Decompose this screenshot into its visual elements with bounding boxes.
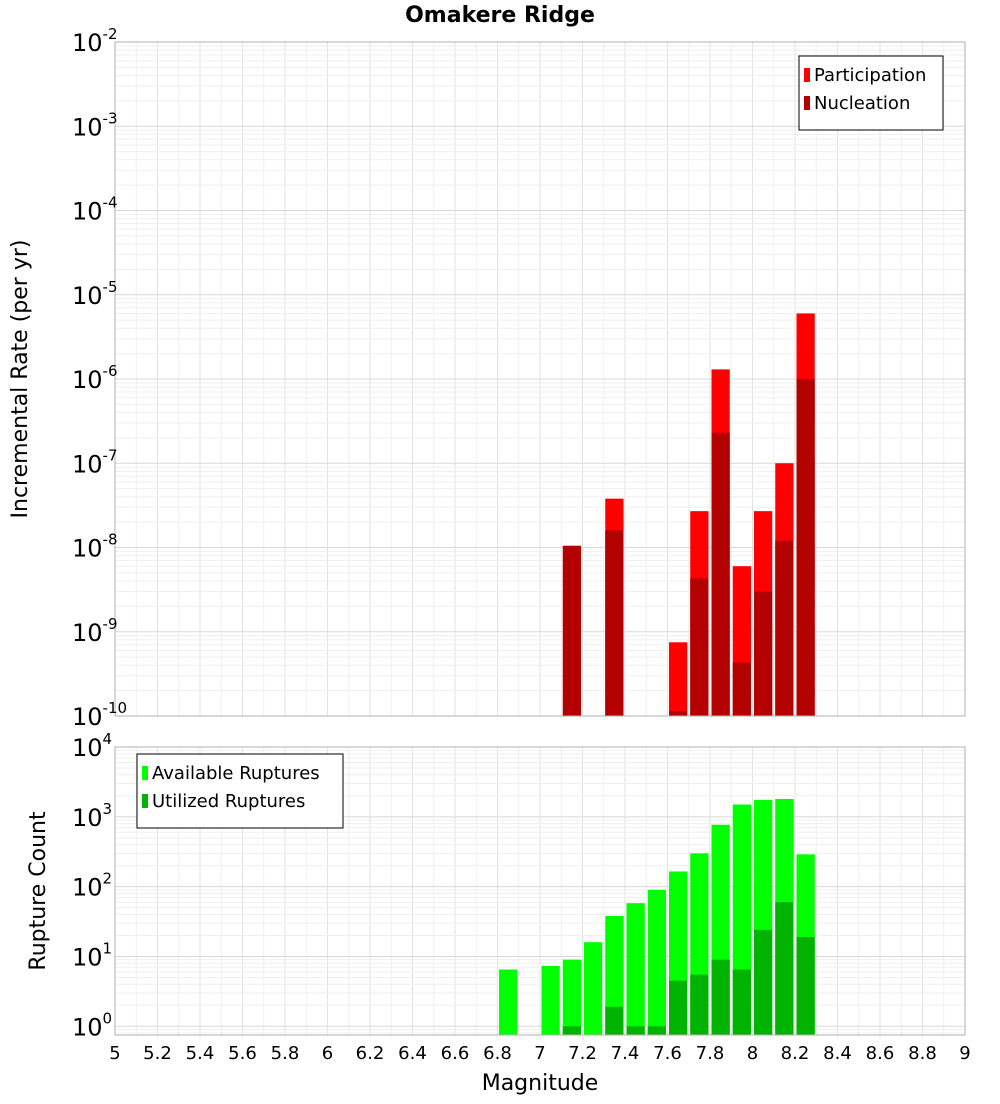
x-tick-label: 7.2 [568,1043,597,1064]
x-tick-label: 5.4 [186,1043,215,1064]
bar [796,379,815,716]
legend-label: Participation [814,65,926,86]
bar [626,903,645,1035]
y-tick-label: 101 [72,939,112,971]
y-tick-label: 10-8 [72,531,118,563]
y-tick-label: 10-2 [72,25,118,57]
bar [775,540,794,716]
bar [732,969,751,1035]
bar [690,578,709,716]
bar [562,1026,581,1035]
x-tick-label: 8.2 [781,1043,810,1064]
y-tick-label: 104 [72,730,112,762]
series-1 [562,379,815,716]
y-tick-label: 10-7 [72,446,118,478]
bar [754,929,773,1035]
bar [732,662,751,716]
bar [796,936,815,1035]
x-tick-label: 7.6 [653,1043,682,1064]
y-tick-label: 10-3 [72,109,118,141]
x-axis-label: Magnitude [482,1071,599,1096]
legend-label: Utilized Ruptures [152,791,305,812]
bar [605,915,624,1035]
y-tick-label: 10-9 [72,615,118,647]
bar [775,902,794,1035]
x-tick-label: 5.2 [143,1043,172,1064]
bar [711,959,730,1035]
x-tick-label: 7 [534,1043,545,1064]
legend-label: Available Ruptures [152,763,320,784]
bar [669,980,688,1035]
y-tick-labels: 10-10 10-9 10-8 10-7 10-6 10-5 10-4 10-3 10-2 [72,25,127,731]
y-tick-label: 100 [72,1009,112,1041]
x-tick-label: 8.4 [823,1043,852,1064]
bar [562,959,581,1035]
legend-swatch [142,794,148,808]
bar [669,642,688,716]
bar [711,432,730,716]
bar [626,1026,645,1035]
bar [647,889,666,1035]
y-tick-label: 103 [72,800,112,832]
x-tick-labels: 5 5.2 5.4 5.6 5.8 6 6.2 6.4 6.6 6.8 7 7.2 7.4 7.6 7.8 8… [109,1043,970,1064]
x-tick-label: 6.8 [483,1043,512,1064]
bar [605,1006,624,1035]
legend-swatch [804,68,810,82]
bar [584,942,603,1035]
x-tick-label: 5.8 [271,1043,300,1064]
x-tick-label: 8.8 [908,1043,937,1064]
x-tick-label: 8.6 [866,1043,895,1064]
x-tick-label: 6.2 [356,1043,385,1064]
y-tick-label: 102 [72,870,112,902]
bar [541,966,560,1035]
legend-swatch [804,96,810,110]
series-1 [562,902,815,1035]
plot-panel-1: 10-10 10-9 10-8 10-7 10-6 10-5 10-4 10-3 10-2 [72,25,966,731]
x-tick-label: 7.4 [611,1043,640,1064]
legend-box [798,55,944,131]
y-tick-labels: 100 101 102 103 104 [72,730,112,1041]
y-tick-label: 10-4 [72,194,118,226]
grid-lines [114,41,966,717]
x-tick-label: 5.6 [228,1043,257,1064]
bar [754,591,773,716]
plot-frame [114,746,966,1036]
y-tick-label: 10-6 [72,362,118,394]
legend-label: Nucleation [814,93,910,114]
x-tick-label: 9 [959,1043,970,1064]
legend-bottom: Available Ruptures Utilized Ruptures [136,753,344,829]
x-tick-label: 6.4 [398,1043,427,1064]
bar [690,974,709,1035]
y-axis-label-bottom: Rupture Count [26,811,51,971]
x-tick-label: 7.8 [696,1043,725,1064]
x-tick-label: 8 [747,1043,758,1064]
x-tick-label: 6.6 [441,1043,470,1064]
legend-box [136,753,344,829]
bar [647,1026,666,1035]
y-axis-label-top: Incremental Rate (per yr) [8,240,33,519]
x-tick-label: 5 [109,1043,120,1064]
bar [669,710,688,716]
bar [499,969,518,1035]
chart-title: Omakere Ridge [405,3,595,28]
y-tick-label: 10-10 [72,699,127,731]
y-tick-label: 10-5 [72,278,118,310]
bar [605,530,624,716]
legend-top: Participation Nucleation [798,55,944,131]
bar [562,545,581,716]
x-tick-label: 6 [322,1043,333,1064]
plot-frame [114,41,966,717]
legend-swatch [142,766,148,780]
